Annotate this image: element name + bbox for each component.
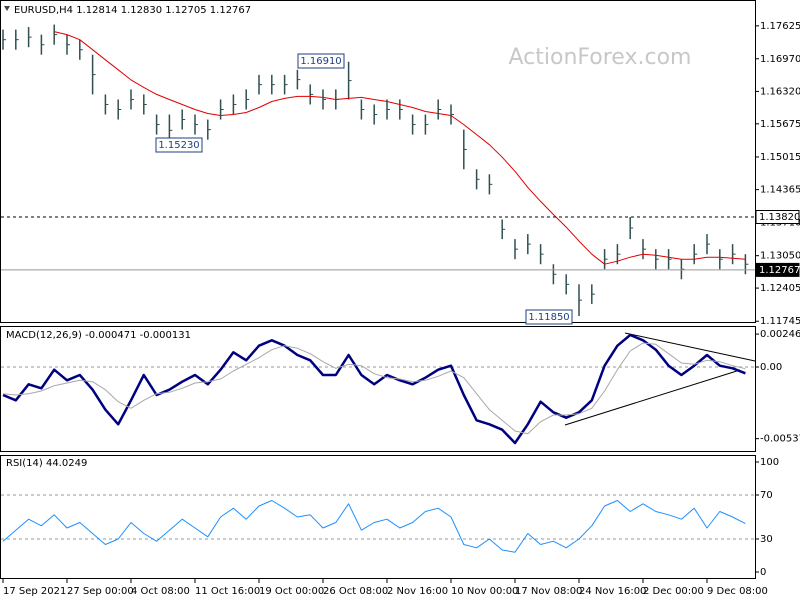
collapse-icon [4,6,10,11]
trendline [564,369,741,426]
level-label: 1.13820 [759,212,800,223]
y-tick-label: 1.12405 [760,283,800,294]
annotation: 1.15230 [158,140,199,151]
y-tick-label: 0.00 [760,362,782,373]
y-tick-label: 1.16970 [760,54,800,65]
price-title: EURUSD,H4 1.12814 1.12830 1.12705 1.1276… [14,5,251,16]
annotation-box [525,309,573,325]
annotation: 1.16910 [300,56,341,67]
y-tick-label: 1.16320 [760,86,800,97]
macd-title: MACD(12,26,9) -0.000471 -0.000131 [6,330,191,341]
level-label: 1.12767 [759,265,800,276]
x-tick-label: 17 Sep 2021 [3,586,66,597]
trendline [624,332,756,362]
series-line [2,342,746,435]
series-line [54,31,746,265]
y-tick-label: 0 [760,567,766,578]
rsi-title: RSI(14) 44.0249 [6,458,87,469]
y-tick-label: 0.002469 [760,329,800,340]
level-label-box [755,210,800,225]
series-line [2,333,746,445]
price-panel [0,0,756,323]
y-tick-label: 1.14365 [760,185,800,196]
rsi-panel [0,455,756,579]
y-tick-label: -0.005375 [760,434,800,445]
y-tick-label: 1.11745 [760,316,800,327]
y-tick-label: 70 [760,490,773,501]
x-tick-label: 9 Dec 08:00 [707,586,768,597]
y-tick-label: 1.15015 [760,152,800,163]
x-tick-label: 19 Oct 00:00 [259,586,324,597]
annotation: 1.11850 [528,312,569,323]
annotation-box [297,53,345,69]
annotation-box [155,137,203,153]
x-tick-label: 10 Nov 00:00 [451,586,518,597]
x-tick-label: 4 Oct 08:00 [131,586,190,597]
watermark: ActionForex.com [509,45,692,70]
x-tick-label: 11 Oct 16:00 [195,586,260,597]
x-tick-label: 27 Sep 00:00 [67,586,134,597]
x-tick-label: 17 Nov 08:00 [515,586,582,597]
macd-panel [0,326,756,452]
level-label-box [755,262,800,277]
y-tick-label: 30 [760,534,773,545]
x-tick-label: 2 Nov 16:00 [387,586,448,597]
x-tick-label: 24 Nov 16:00 [579,586,646,597]
y-tick-label: 1.17625 [760,21,800,32]
x-tick-label: 2 Dec 00:00 [643,586,704,597]
x-tick-label: 26 Oct 08:00 [323,586,388,597]
y-tick-label: 1.13050 [760,251,800,262]
y-tick-label: 1.15675 [760,119,800,130]
y-tick-label: 100 [760,457,779,468]
series-line [2,500,746,553]
